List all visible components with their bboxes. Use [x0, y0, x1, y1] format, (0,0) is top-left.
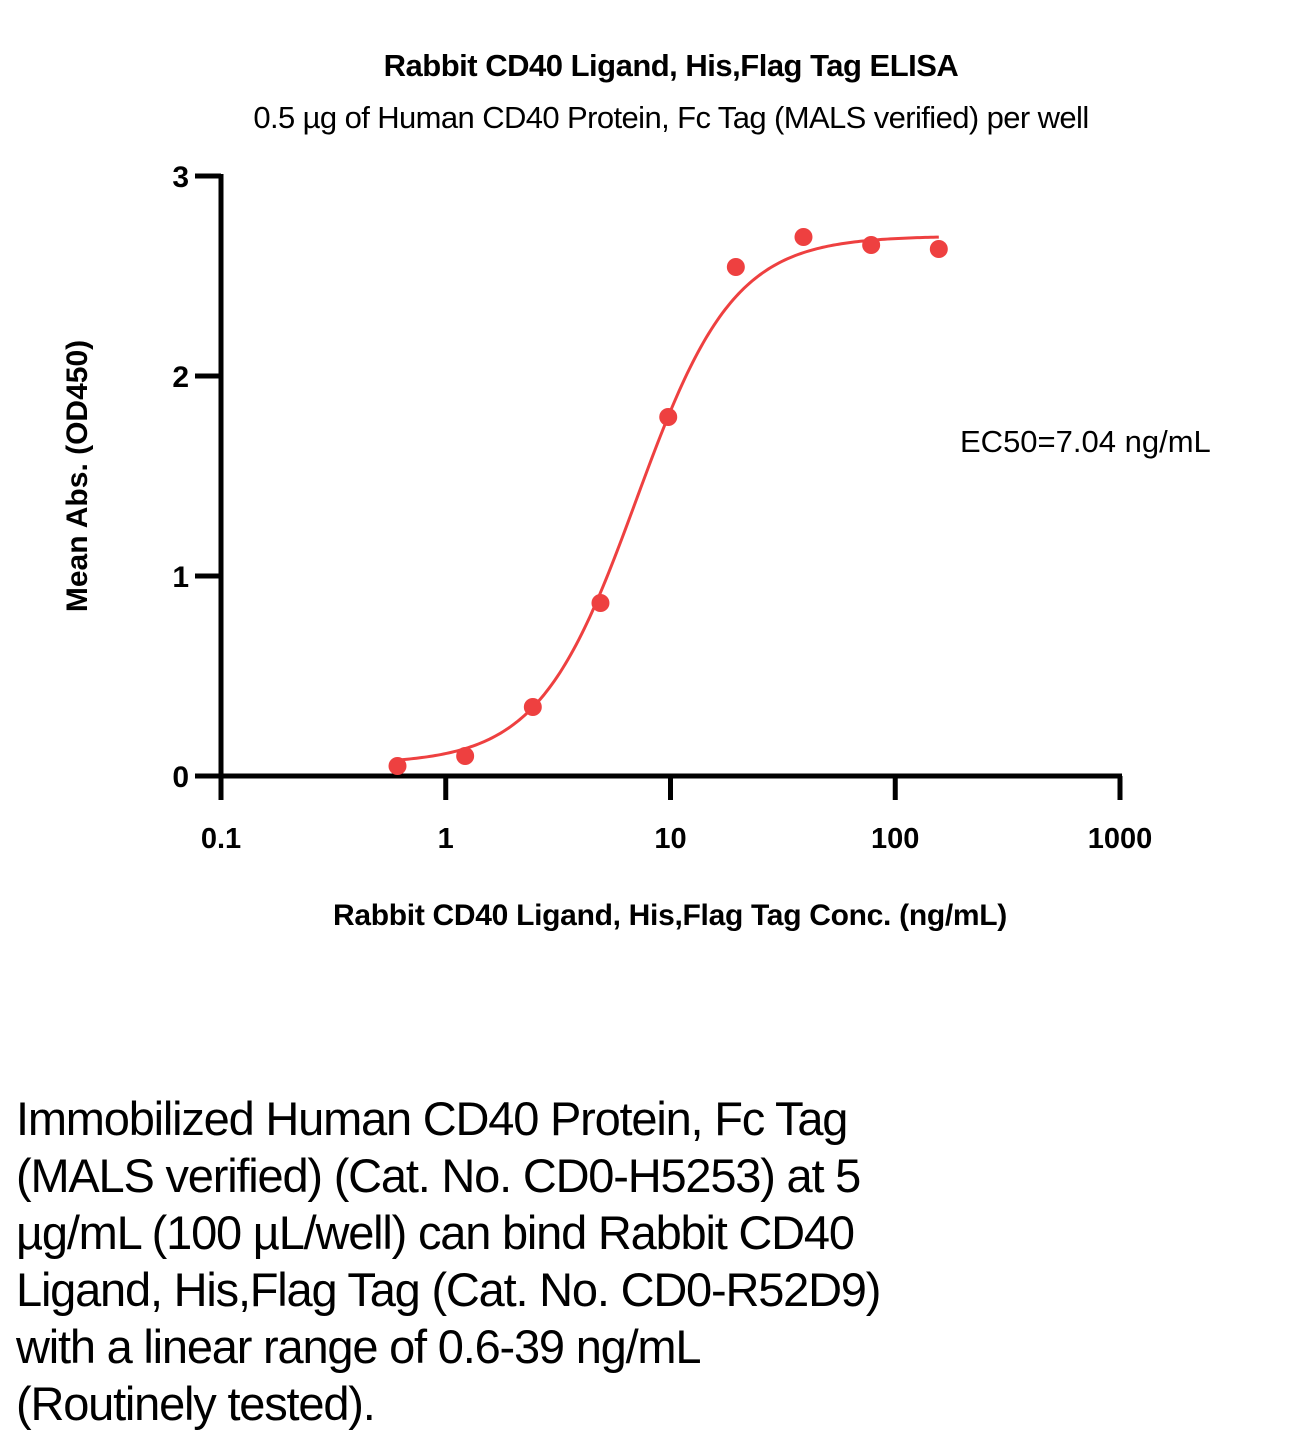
y-tick-label: 2	[172, 361, 189, 394]
chart-title: Rabbit CD40 Ligand, His,Flag Tag ELISA	[383, 48, 959, 83]
elisa-chart: 0 1 2 3 0.1 1 10 100 1000 Mean Abs. (OD450) Rabb…	[61, 161, 1211, 932]
data-point	[929, 240, 948, 258]
data-point	[726, 258, 745, 276]
data-point	[794, 228, 813, 246]
fit-curve	[397, 235, 939, 762]
y-tick-label: 3	[172, 161, 189, 194]
x-axis-label: Rabbit CD40 Ligand, His,Flag Tag Conc. (…	[333, 899, 1007, 932]
x-tick-label: 10	[654, 823, 686, 855]
data-point	[523, 698, 542, 716]
y-axis-label: Mean Abs. (OD450)	[61, 340, 94, 612]
data-point	[456, 747, 475, 765]
caption-line: Immobilized Human CD40 Protein, Fc Tag	[16, 1092, 848, 1145]
caption-line: (MALS verified) (Cat. No. CD0-H5253) at …	[16, 1149, 861, 1202]
caption-line: with a linear range of 0.6-39 ng/mL	[16, 1320, 702, 1373]
caption: Immobilized Human CD40 Protein, Fc Tag (…	[16, 1090, 1016, 1432]
data-point	[591, 594, 610, 612]
chart-subtitle: 0.5 µg of Human CD40 Protein, Fc Tag (MA…	[253, 100, 1089, 135]
data-points	[388, 228, 948, 775]
x-tick-label: 1000	[1088, 823, 1153, 855]
x-tick-label: 1	[438, 823, 454, 855]
y-tick-label: 0	[172, 761, 189, 794]
caption-line: Ligand, His,Flag Tag (Cat. No. CD0-R52D9…	[16, 1263, 881, 1316]
axis-ticks: 0 1 2 3 0.1 1 10 100 1000	[172, 161, 1152, 855]
data-point	[388, 757, 407, 775]
ec50-annotation: EC50=7.04 ng/mL	[960, 424, 1211, 459]
x-tick-label: 0.1	[201, 823, 241, 855]
caption-line: (Routinely tested).	[16, 1377, 376, 1430]
data-point	[659, 408, 678, 426]
y-tick-label: 1	[172, 561, 189, 594]
data-point	[862, 236, 881, 254]
axes	[195, 174, 1122, 800]
caption-line: µg/mL (100 µL/well) can bind Rabbit CD40	[16, 1206, 855, 1259]
x-tick-label: 100	[871, 823, 919, 855]
